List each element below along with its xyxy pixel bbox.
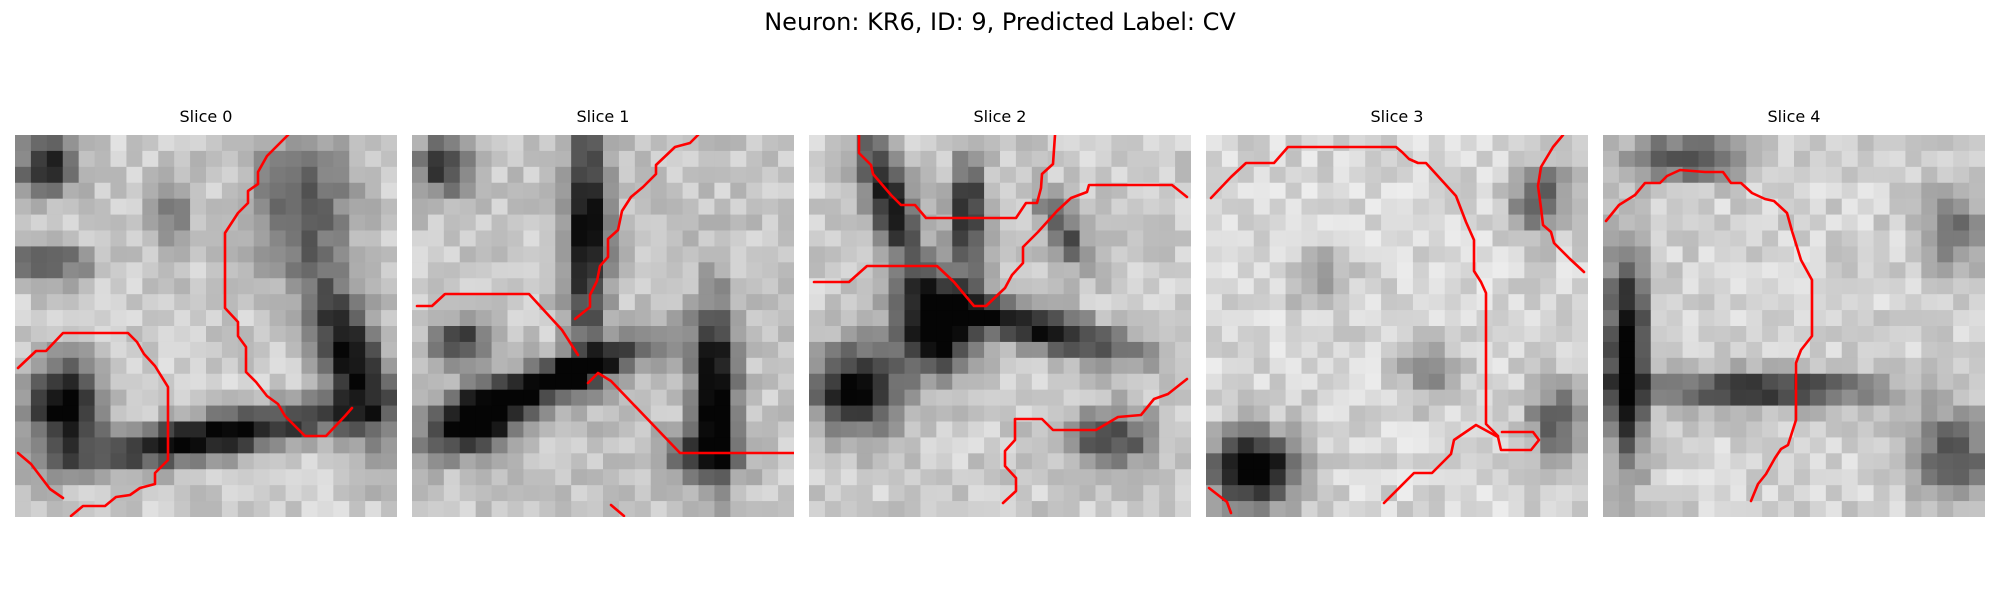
contour-line-0 [1209, 145, 1500, 438]
grayscale-pixel-grid [1603, 135, 1985, 517]
contour-line-0 [857, 135, 1057, 220]
slice-panel-2: Slice 2 [809, 105, 1191, 517]
slice-panel-0: Slice 0 [15, 105, 397, 517]
slice-title-3: Slice 3 [1370, 107, 1424, 126]
grayscale-pixel-grid [1206, 135, 1588, 517]
contour-line-2 [609, 503, 626, 517]
slice-title-2: Slice 2 [973, 107, 1027, 126]
slice-image-4 [1603, 135, 1985, 517]
grayscale-pixel-grid [809, 135, 1191, 517]
grayscale-pixel-grid [412, 135, 794, 517]
slice-panel-4: Slice 4 [1603, 105, 1985, 517]
contour-overlay [1604, 168, 1814, 503]
contour-overlay [415, 135, 794, 517]
contour-line-2 [1382, 423, 1541, 505]
slice-image-1 [412, 135, 794, 517]
contour-line-1 [1536, 135, 1586, 274]
slice-panel-1: Slice 1 [412, 105, 794, 517]
contour-line-3 [1207, 486, 1233, 515]
slice-image-0 [15, 135, 397, 517]
slice-title-4: Slice 4 [1767, 107, 1821, 126]
slice-title-1: Slice 1 [576, 107, 630, 126]
contour-line-1 [415, 292, 580, 357]
contour-line-0 [223, 135, 354, 438]
slice-image-2 [809, 135, 1191, 517]
contour-overlay [1207, 135, 1586, 515]
grayscale-pixel-grid [15, 135, 397, 517]
contour-line-1 [812, 183, 1189, 308]
contour-line-1 [16, 331, 170, 517]
slice-panel-3: Slice 3 [1206, 105, 1588, 517]
slice-image-3 [1206, 135, 1588, 517]
contour-overlay [16, 135, 354, 517]
contour-line-0 [1604, 168, 1814, 503]
contour-line-2 [16, 451, 65, 500]
contour-line-3 [586, 371, 794, 455]
slice-title-0: Slice 0 [179, 107, 233, 126]
contour-overlay [812, 135, 1189, 505]
figure-title: Neuron: KR6, ID: 9, Predicted Label: CV [764, 8, 1236, 36]
contour-line-2 [1001, 377, 1189, 505]
contour-line-0 [573, 135, 700, 321]
